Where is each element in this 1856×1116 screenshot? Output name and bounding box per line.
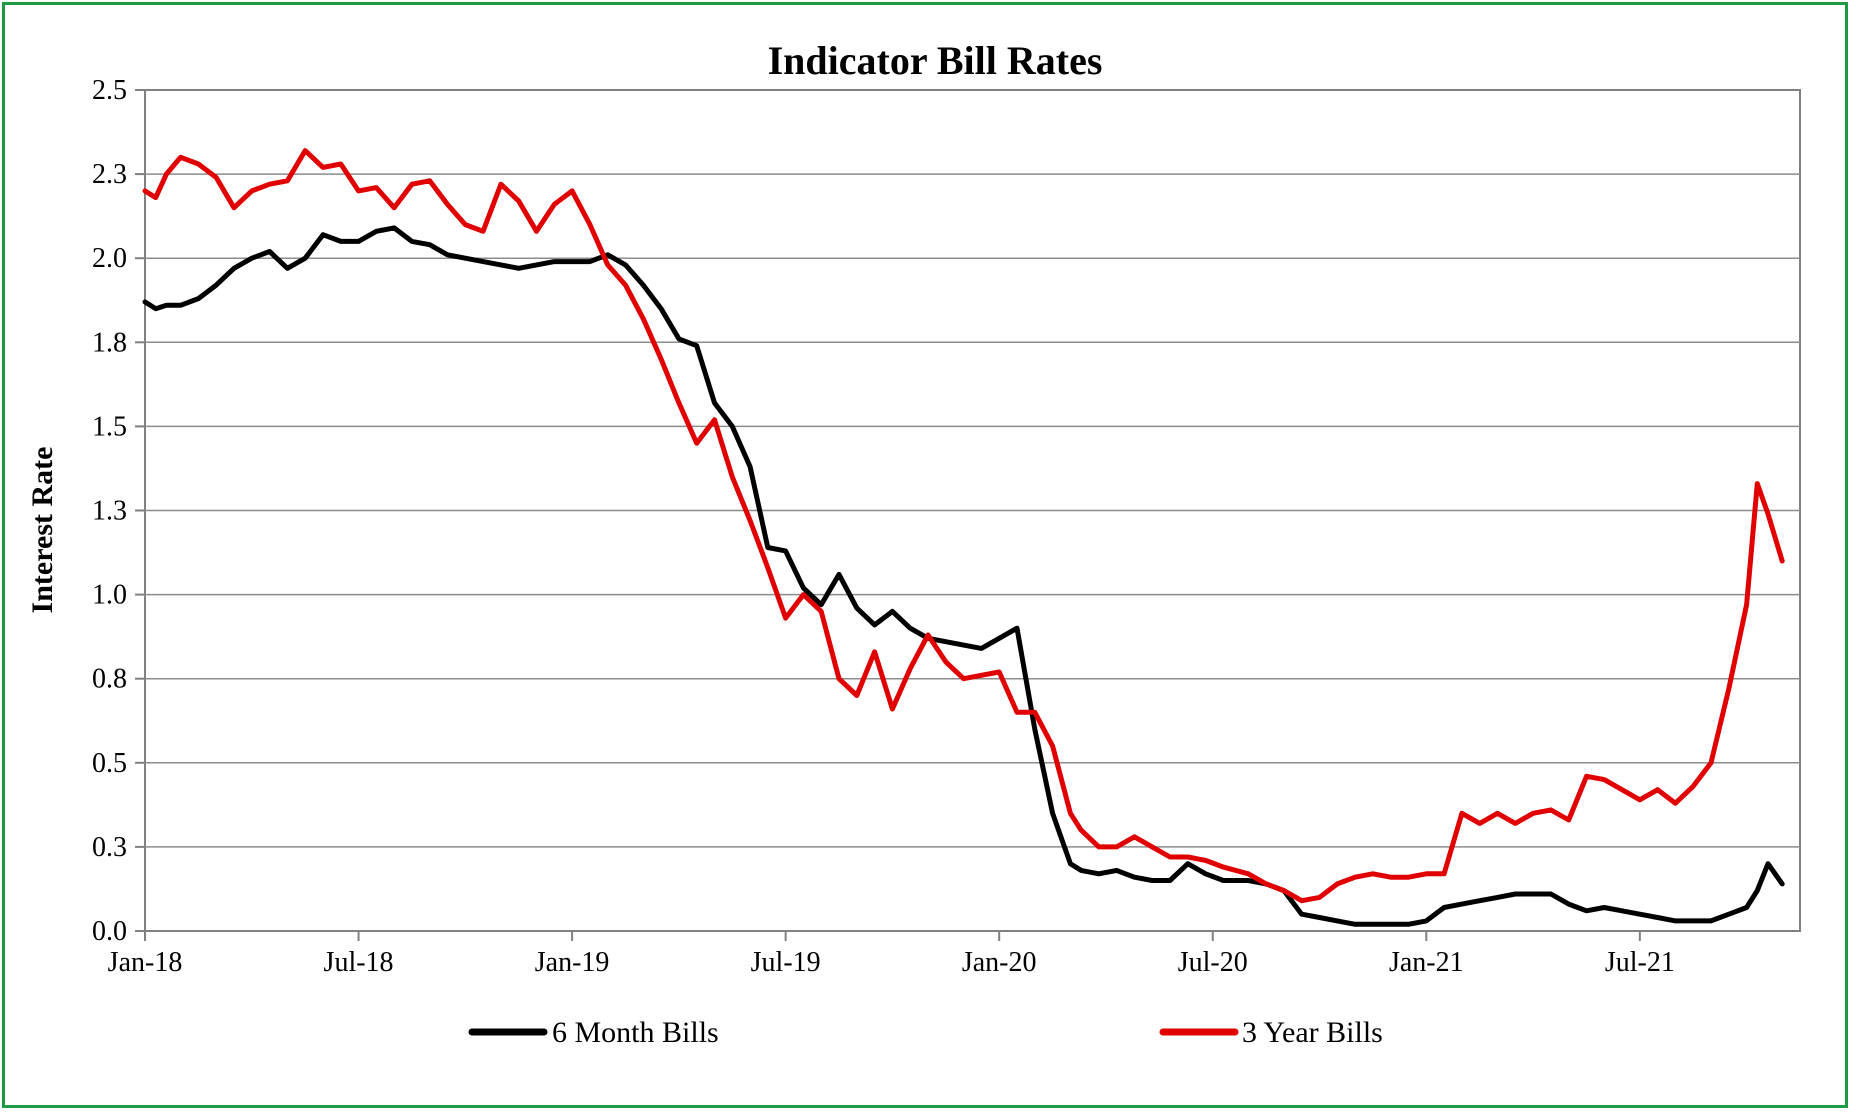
y-tick-label: 2.5 (92, 75, 127, 106)
y-tick-label: 0.5 (92, 748, 127, 779)
y-tick-label: 1.5 (92, 411, 127, 442)
y-axis-label: Interest Rate (26, 447, 59, 614)
x-tick-label: Jul-21 (1605, 947, 1675, 978)
x-tick-label: Jan-21 (1389, 947, 1464, 978)
y-tick-label: 0.8 (92, 664, 127, 695)
series-lines (142, 148, 1785, 927)
chart-title: Indicator Bill Rates (768, 38, 1103, 83)
x-tick-label: Jan-19 (535, 947, 610, 978)
y-tick-label: 0.3 (92, 832, 127, 863)
legend-label: 3 Year Bills (1242, 1016, 1383, 1049)
x-tick-label: Jul-19 (751, 947, 821, 978)
x-tick-label: Jan-18 (108, 947, 183, 978)
gridlines (145, 173, 1800, 848)
legend: 6 Month Bills 3 Year Bills (468, 1016, 1383, 1049)
y-tick-label: 1.0 (92, 580, 127, 611)
y-tick-label: 0.0 (92, 916, 127, 947)
axes: 0.0 0.3 0.5 0.8 1.0 1.3 1.5 1.8 2.0 2.3 2.5 Jan-18 J… (92, 75, 1675, 978)
y-tick-label: 2.3 (92, 159, 127, 190)
series-line-3-year-bills (142, 148, 1785, 904)
y-tick-label: 1.3 (92, 496, 127, 527)
x-tick-label: Jul-20 (1178, 947, 1248, 978)
series-line-6-month-bills (142, 225, 1785, 927)
x-tick-label: Jan-20 (962, 947, 1037, 978)
y-tick-label: 2.0 (92, 243, 127, 274)
y-tick-label: 1.8 (92, 327, 127, 358)
legend-label: 6 Month Bills (552, 1016, 719, 1049)
x-tick-label: Jul-18 (324, 947, 394, 978)
